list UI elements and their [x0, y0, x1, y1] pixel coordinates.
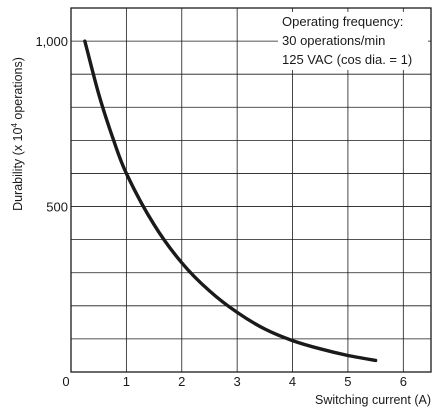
x-tick-label: 1: [123, 374, 130, 389]
annotation-box: Operating frequency: 30 operations/min 1…: [278, 12, 428, 70]
annotation-line: 125 VAC (cos dia. = 1): [282, 52, 412, 67]
y-axis-title-main: Durability (x 10: [11, 128, 25, 211]
y-tick-label: 1,000: [35, 34, 68, 49]
y-tick-labels: 500 1,000: [35, 34, 68, 214]
x-tick-label: 2: [178, 374, 185, 389]
series-line: [83, 39, 378, 363]
y-axis-title: Durability (x 104 operations): [10, 57, 25, 211]
y-axis-title-exponent: 4: [10, 123, 19, 128]
x-tick-label: 6: [400, 374, 407, 389]
x-tick-label: 4: [289, 374, 296, 389]
x-tick-label: 0: [62, 374, 69, 389]
plot-frame: [70, 7, 432, 373]
x-tick-label: 3: [234, 374, 241, 389]
y-tick-label: 500: [46, 200, 68, 215]
series-layer: [83, 39, 378, 363]
x-tick-label: 5: [344, 374, 351, 389]
annotation-line: 30 operations/min: [282, 33, 385, 48]
x-tick-labels: 0 1 2 3 4 5 6: [62, 374, 407, 389]
annotation-line: Operating frequency:: [282, 14, 403, 29]
y-axis-title-tail: operations): [11, 57, 25, 123]
x-axis-title: Switching current (A): [315, 393, 431, 407]
annotation-background: [278, 12, 428, 70]
